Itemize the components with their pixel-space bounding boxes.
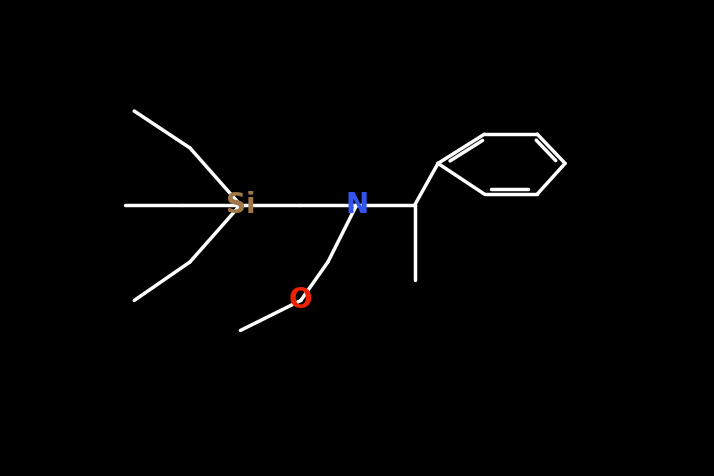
Text: N: N xyxy=(345,191,368,219)
Text: Si: Si xyxy=(226,191,255,219)
Text: O: O xyxy=(289,287,313,315)
